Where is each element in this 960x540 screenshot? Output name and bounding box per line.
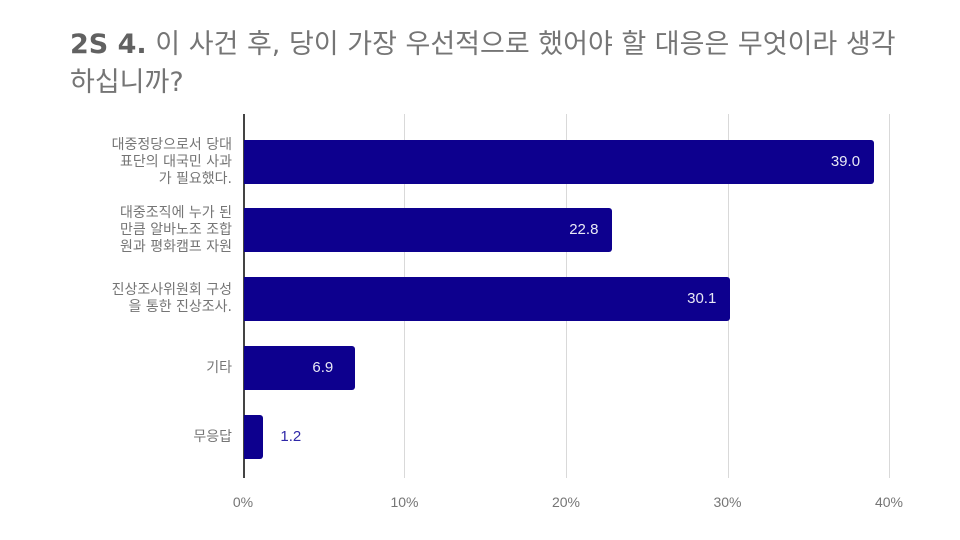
category-label-line: 진상조사위원회 구성: [111, 282, 232, 298]
x-tick-label: 10%: [390, 494, 419, 510]
category-label: 무응답: [42, 429, 232, 446]
category-label-line: 을 통한 진상조사.: [128, 299, 232, 315]
chart-title: 2S 4. 이 사건 후, 당이 가장 우선적으로 했어야 할 대응은 무엇이라…: [70, 26, 910, 102]
question-number: 2S 4.: [70, 29, 147, 60]
gridline-40: [889, 114, 890, 478]
bar-value-label: 30.1: [687, 290, 717, 307]
category-label: 대중정당으로서 당대 표단의 대국민 사과 가 필요했다.: [42, 137, 232, 188]
category-label-line: 가 필요했다.: [158, 170, 232, 187]
category-label-line: 대중조직에 누가 된: [120, 204, 232, 221]
question-text: 이 사건 후, 당이 가장 우선적으로 했어야 할 대응은 무엇이라 생각하십니…: [70, 29, 896, 98]
x-tick-label: 40%: [874, 494, 904, 510]
category-label-line: 표단의 대국민 사과: [120, 153, 232, 170]
bar[interactable]: [244, 277, 731, 321]
bar-value-label: 1.2: [280, 428, 302, 445]
bar[interactable]: [244, 140, 874, 184]
category-label: 기타: [42, 360, 232, 377]
category-label-line: 무응답: [193, 428, 232, 445]
bar[interactable]: [244, 208, 613, 252]
bar-value-label: 22.8: [569, 221, 599, 238]
plot-area: 39.0 22.8 30.1 6.9 1.2: [243, 114, 923, 478]
category-label: 진상조사위원회 구성 을 통한 진상조사.: [42, 282, 232, 316]
bar[interactable]: [244, 346, 356, 390]
x-tick-label: 0%: [232, 494, 254, 510]
bar[interactable]: [244, 415, 264, 459]
x-tick-label: 20%: [551, 494, 581, 510]
bar-value-label: 6.9: [312, 359, 334, 376]
category-label-line: 대중정당으로서 당대: [111, 136, 232, 153]
x-tick-label: 30%: [713, 494, 742, 510]
category-label-line: 원과 평화캠프 자원: [120, 238, 232, 255]
category-label: 대중조직에 누가 된 만큼 알바노조 조합 원과 평화캠프 자원: [42, 205, 232, 256]
bar-value-label: 39.0: [830, 153, 861, 170]
category-label-line: 기타: [206, 359, 232, 376]
category-label-line: 만큼 알바노조 조합: [120, 221, 232, 238]
